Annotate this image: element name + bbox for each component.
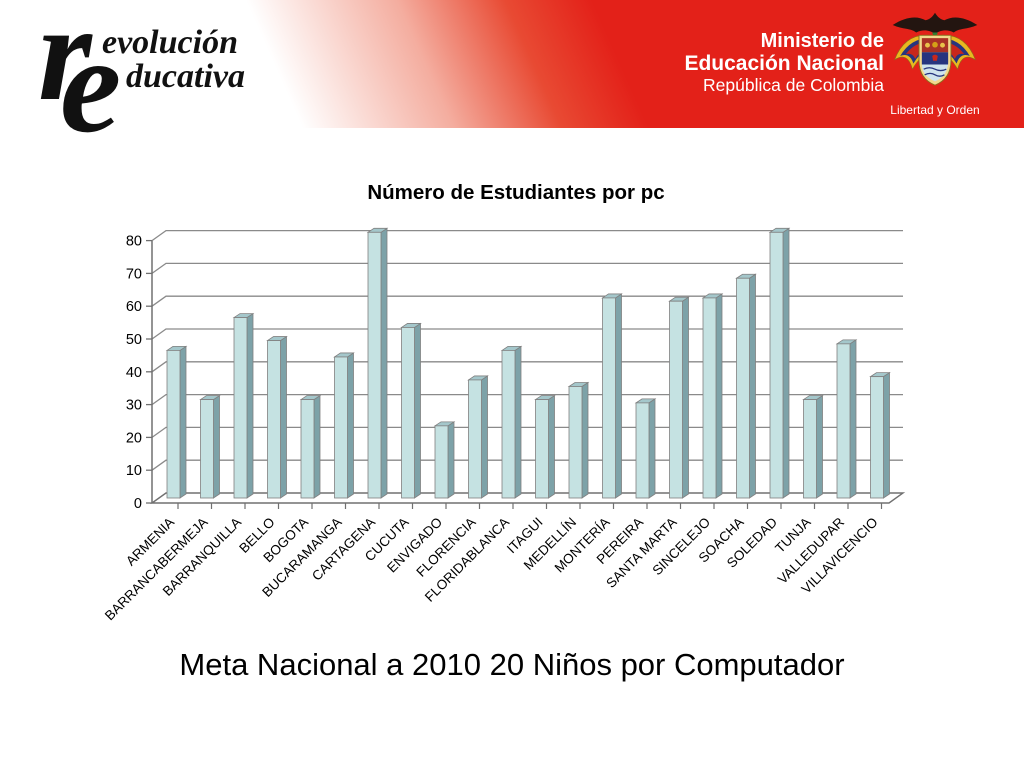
gridline-20 — [151, 426, 903, 438]
logo-word-evolucion: evolución — [102, 24, 238, 61]
header-band: r e evolución ducativa Ministerio de Edu… — [0, 0, 1024, 154]
bar-villavicencio — [870, 376, 884, 499]
bar-armenia-side — [179, 345, 187, 499]
bar-pereira — [635, 402, 650, 499]
bar-barrancabermeja-side — [213, 394, 220, 499]
bar-floridablanca — [501, 349, 516, 499]
y-tick-label-50: 50 — [126, 332, 142, 348]
bar-medellín — [568, 386, 583, 499]
bar-itagui — [535, 399, 549, 499]
bar-montería-side — [615, 293, 622, 499]
bar-pereira-side — [648, 398, 656, 499]
bar-tunja-side — [816, 394, 823, 499]
chart-title: Número de Estudiantes por pc — [367, 181, 665, 204]
y-tick-label-70: 70 — [126, 266, 142, 282]
y-tick-label-30: 30 — [126, 398, 142, 414]
bar-valledupar-side — [849, 339, 857, 499]
logo-letter-r: r — [38, 0, 92, 129]
bar-barranquilla-side — [246, 312, 254, 499]
bar-medellín-side — [581, 381, 589, 499]
libertad-y-orden-label: Libertad y Orden — [890, 103, 980, 117]
bar-envigado — [434, 425, 449, 499]
gridline-70 — [151, 262, 903, 274]
gridline-10 — [151, 459, 903, 471]
gridline-60 — [151, 295, 903, 307]
bar-barrancabermeja — [200, 399, 214, 499]
shield-icon — [918, 34, 952, 86]
ministry-line-3: República de Colombia — [703, 75, 884, 95]
gridline-50 — [151, 328, 903, 340]
y-tick-label-80: 80 — [126, 234, 142, 250]
slide-caption: Meta Nacional a 2010 20 Niños por Comput… — [179, 647, 845, 682]
bar-soacha — [736, 277, 750, 499]
bar-florencia-side — [481, 375, 488, 499]
bar-villavicencio-side — [883, 371, 890, 499]
bar-sincelejo-side — [715, 293, 723, 499]
bar-soacha-side — [749, 273, 756, 499]
ministry-line-2: Educación Nacional — [684, 52, 884, 75]
bar-cartagena — [367, 231, 382, 499]
gridline-40 — [151, 361, 903, 373]
bar-soledad-side — [782, 227, 790, 499]
bar-armenia — [166, 349, 181, 499]
bar-cucuta — [401, 327, 415, 499]
bar-montería — [602, 297, 616, 499]
bar-barranquilla — [233, 317, 248, 499]
bar-cartagena-side — [380, 227, 388, 499]
y-tick-label-0: 0 — [134, 496, 142, 512]
bar-envigado-side — [447, 421, 455, 499]
bar-itagui-side — [548, 394, 555, 499]
colombia-coat-of-arms — [892, 12, 978, 86]
bar-tunja — [803, 399, 817, 499]
bar-santa-marta-side — [682, 296, 689, 499]
chart-floor — [149, 492, 906, 504]
y-tick-label-60: 60 — [126, 299, 142, 315]
y-tick-label-40: 40 — [126, 365, 142, 381]
logo-letter-e: e — [60, 8, 122, 161]
logo-word-ducativa: ducativa — [126, 58, 245, 95]
bar-bucaramanga-side — [347, 352, 354, 499]
y-tick-label-10: 10 — [126, 463, 142, 479]
bar-bogota-side — [313, 394, 321, 499]
gridline-80 — [151, 229, 903, 242]
bar-bello-side — [280, 335, 287, 499]
bar-floridablanca-side — [514, 345, 522, 499]
revolucion-educativa-logo: r e evolución ducativa — [0, 0, 320, 154]
bar-valledupar — [836, 343, 851, 499]
bar-florencia — [468, 379, 482, 499]
bar-bogota — [300, 399, 315, 499]
bar-bucaramanga — [334, 356, 348, 499]
bar-sincelejo — [702, 297, 717, 499]
bar-cucuta-side — [414, 322, 421, 499]
bar-soledad — [769, 231, 784, 499]
bar-santa-marta — [669, 300, 683, 499]
bar-bello — [267, 340, 281, 499]
y-tick-label-20: 20 — [126, 430, 142, 446]
gridline-30 — [151, 393, 903, 406]
ministry-line-1: Ministerio de — [760, 30, 884, 52]
ministry-title-block: Ministerio de Educación Nacional Repúbli… — [684, 30, 884, 95]
